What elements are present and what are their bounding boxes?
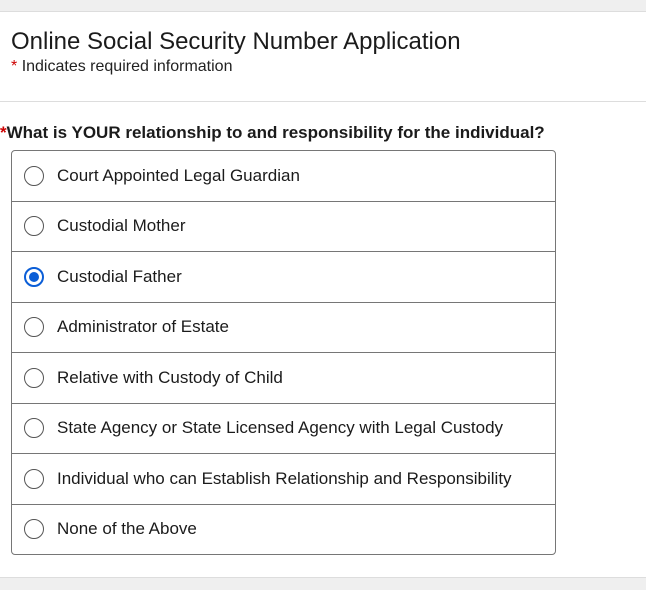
radio-option-label: State Agency or State Licensed Agency wi… bbox=[57, 418, 504, 438]
radio-unchecked-icon[interactable] bbox=[24, 519, 44, 540]
radio-option-label: Relative with Custody of Child bbox=[57, 367, 283, 387]
radio-option-label: Individual who can Establish Relationshi… bbox=[57, 468, 512, 488]
top-bar bbox=[0, 0, 646, 12]
radio-option[interactable]: Court Appointed Legal Guardian bbox=[12, 151, 555, 201]
radio-option[interactable]: Custodial Father bbox=[12, 251, 555, 302]
radio-option-label: Custodial Father bbox=[57, 266, 182, 286]
radio-option[interactable]: Custodial Mother bbox=[12, 200, 555, 252]
radio-option[interactable]: Individual who can Establish Relationshi… bbox=[12, 453, 555, 504]
radio-option[interactable]: None of the Above bbox=[12, 503, 555, 555]
radio-unchecked-icon[interactable] bbox=[24, 317, 44, 338]
required-asterisk: * bbox=[0, 123, 7, 142]
radio-unchecked-icon[interactable] bbox=[24, 468, 44, 489]
radio-option[interactable]: Relative with Custody of Child bbox=[12, 352, 555, 403]
radio-unchecked-icon[interactable] bbox=[24, 367, 44, 388]
radio-unchecked-icon[interactable] bbox=[24, 216, 44, 237]
required-note-text: Indicates required information bbox=[21, 58, 233, 75]
question-text: What is YOUR relationship to and respons… bbox=[6, 123, 545, 142]
required-asterisk: * bbox=[11, 58, 18, 75]
radio-unchecked-icon[interactable] bbox=[24, 165, 44, 186]
radio-checked-icon[interactable] bbox=[24, 266, 44, 287]
bottom-bar bbox=[0, 577, 646, 590]
radio-option-label: Custodial Mother bbox=[57, 216, 186, 236]
radio-option-label: None of the Above bbox=[57, 519, 197, 539]
required-note: * Indicates required information bbox=[11, 58, 232, 76]
divider bbox=[0, 101, 646, 102]
question-label: *What is YOUR relationship to and respon… bbox=[0, 123, 545, 143]
radio-option-label: Court Appointed Legal Guardian bbox=[57, 165, 300, 185]
page-title: Online Social Security Number Applicatio… bbox=[11, 28, 461, 55]
radio-option[interactable]: Administrator of Estate bbox=[12, 301, 555, 353]
radio-option[interactable]: State Agency or State Licensed Agency wi… bbox=[12, 402, 555, 454]
radio-option-label: Administrator of Estate bbox=[57, 317, 229, 337]
radio-unchecked-icon[interactable] bbox=[24, 418, 44, 439]
relationship-radio-group: Court Appointed Legal Guardian Custodial … bbox=[11, 150, 556, 555]
